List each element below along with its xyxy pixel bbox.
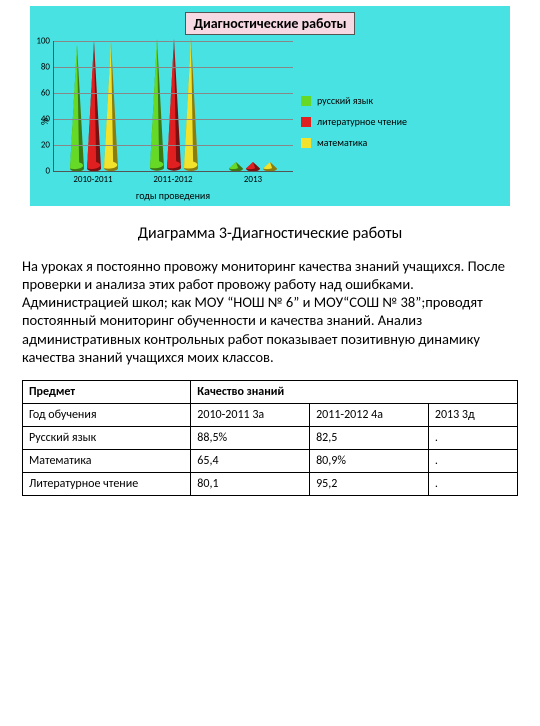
data-table: ПредметКачество знаний Год обучения2010-… [22,380,518,496]
y-tick: 100 [28,36,50,47]
y-tick: 60 [28,88,50,99]
chart-group [54,41,134,171]
y-tick: 80 [28,62,50,73]
table-cell: 2011-2012 4а [310,403,429,426]
chart-legend: русский язык литературное чтение математик… [293,41,504,202]
chart-group [134,41,214,171]
table-cell: 88,5% [191,426,310,449]
legend-swatch [301,96,311,106]
table-cell: Математика [23,449,191,472]
legend-swatch [301,138,311,148]
chart-plot-area: 020406080100 [53,41,293,172]
chart-panel: Диагностические работы % [30,6,510,206]
table-cell: 65,4 [191,449,310,472]
table-cell: 80,9% [310,449,429,472]
table-cell: . [428,426,517,449]
chart-cone [150,42,164,171]
table-cell: 2010-2011 3а [191,403,310,426]
table-row: Русский язык88,5%82,5. [23,426,518,449]
table-cell: 2013 3д [428,403,517,426]
legend-label: русский язык [317,94,373,107]
legend-label: математика [317,136,367,149]
chart-cone [246,165,260,172]
legend-item: литературное чтение [301,115,504,128]
legend-label: литературное чтение [317,115,407,128]
x-tick: 2013 [213,172,293,185]
chart-caption: Диаграмма 3-Диагностические работы [20,224,520,243]
body-paragraph: На уроках я постоянно провожу мониторинг… [22,257,518,366]
chart-group [213,41,293,171]
table-cell: Русский язык [23,426,191,449]
table-cell: Литературное чтение [23,472,191,495]
y-tick: 0 [28,166,50,177]
x-ticks: 2010-20112011-20122013 [53,172,293,185]
x-axis-label: годы проведения [53,185,293,202]
legend-item: математика [301,136,504,149]
chart-cone [229,165,243,172]
table-header: Предмет [23,380,191,403]
table-row: Литературное чтение80,195,2. [23,472,518,495]
table-cell: 82,5 [310,426,429,449]
x-tick: 2010-2011 [53,172,133,185]
chart-title: Диагностические работы [185,12,356,35]
chart-cone [87,44,101,171]
chart-cone [167,42,181,171]
y-tick: 20 [28,140,50,151]
x-tick: 2011-2012 [133,172,213,185]
table-header: Качество знаний [191,380,518,403]
table-row: Год обучения2010-2011 3а2011-2012 4а2013… [23,403,518,426]
table-cell: . [428,472,517,495]
chart-cone [263,165,277,172]
y-tick: 40 [28,114,50,125]
chart-cone [104,45,118,171]
table-cell: Год обучения [23,403,191,426]
table-cell: 80,1 [191,472,310,495]
table-row: Математика65,480,9%. [23,449,518,472]
chart-cone [184,41,198,171]
legend-item: русский язык [301,94,504,107]
table-cell: . [428,449,517,472]
legend-swatch [301,117,311,127]
table-cell: 95,2 [310,472,429,495]
